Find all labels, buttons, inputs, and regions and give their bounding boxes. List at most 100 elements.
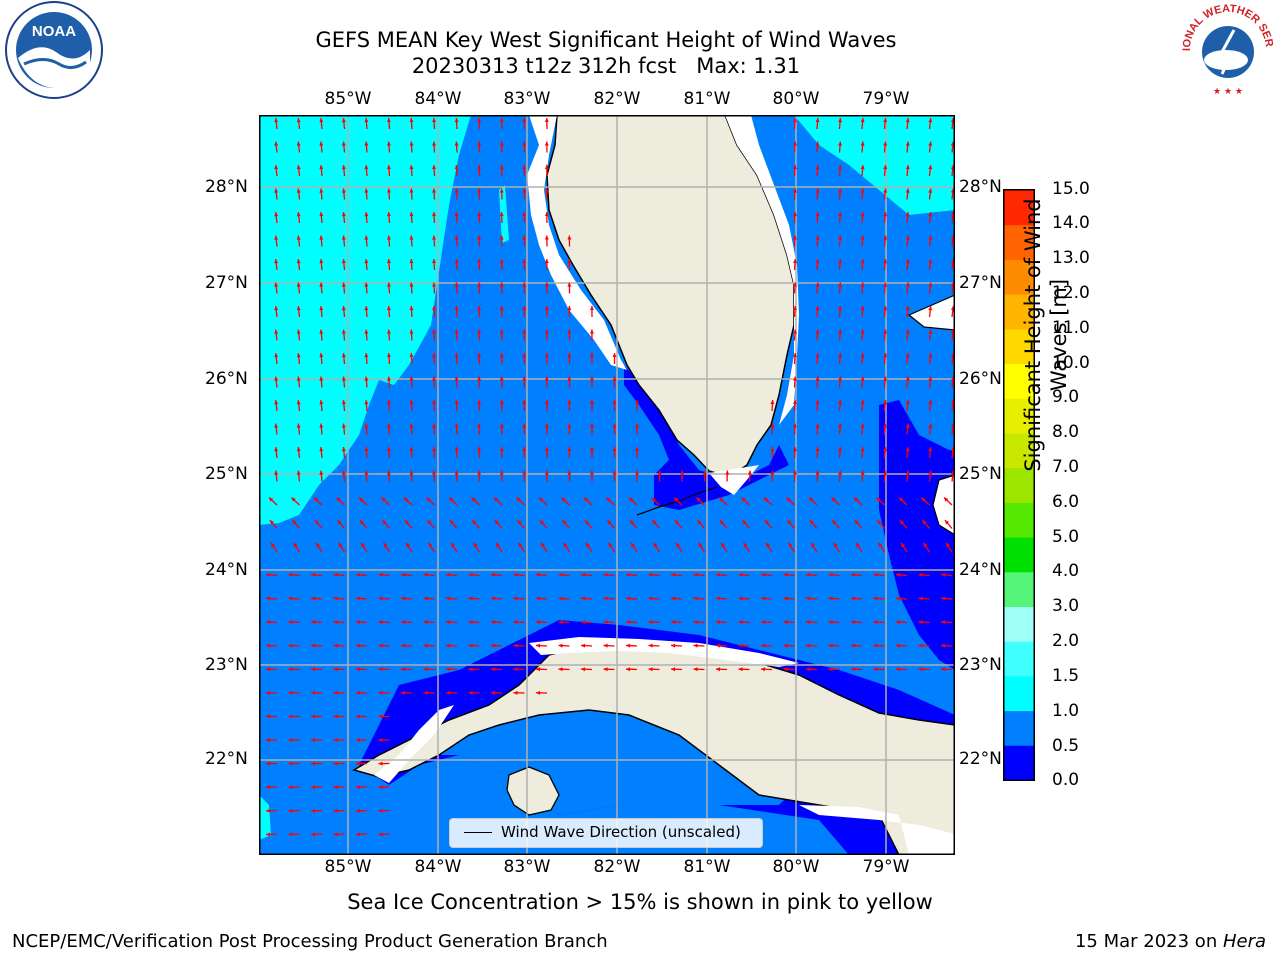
wind-wave-arrowhead [409, 447, 414, 452]
wind-wave-arrowhead [544, 282, 549, 287]
wind-wave-arrowhead [477, 400, 482, 405]
wind-wave-arrowhead [941, 620, 946, 625]
wind-wave-arrowhead [761, 572, 766, 577]
wind-wave-arrowhead [496, 542, 500, 548]
wind-wave-arrowhead [378, 714, 383, 719]
wind-wave-arrowhead [499, 423, 504, 428]
wind-wave-arrowhead [403, 497, 409, 502]
wind-wave-arrowhead [449, 520, 455, 525]
wind-wave-arrowhead [928, 165, 933, 170]
wind-wave-arrowhead [274, 165, 279, 170]
wind-wave-arrowhead [522, 165, 527, 170]
wind-wave-arrowhead [567, 470, 572, 475]
wind-wave-arrowhead [454, 235, 459, 240]
wind-wave-arrowhead [341, 118, 346, 123]
wind-wave-arrowhead [651, 497, 656, 502]
wind-wave-arrowhead [838, 470, 843, 475]
wind-wave-arrowhead [783, 620, 788, 625]
wind-wave-arrowhead [401, 690, 406, 695]
colorbar-tick: 15.0 [1052, 179, 1090, 199]
wind-wave-arrowhead [567, 259, 572, 264]
wind-wave-arrowhead [288, 785, 293, 790]
wind-wave-arrowhead [815, 470, 820, 475]
colorbar-segment [1004, 259, 1034, 295]
wind-wave-arrowhead [792, 259, 797, 264]
wind-wave-arrowhead [626, 643, 631, 648]
wind-wave-arrowhead [446, 620, 451, 625]
wind-wave-arrowhead [918, 596, 923, 601]
wind-wave-arrowhead [432, 353, 437, 358]
wind-wave-arrowhead [522, 259, 527, 264]
wind-wave-arrowhead [472, 520, 477, 525]
wind-wave-arrowhead [833, 542, 838, 548]
colorbar-tick: 1.0 [1052, 701, 1080, 721]
lat-label-left: 22°N [205, 749, 248, 769]
wind-wave-arrowhead [860, 423, 865, 428]
wind-wave-arrowhead [266, 667, 271, 672]
chart-title: GEFS MEAN Key West Significant Height of… [315, 28, 897, 52]
wind-wave-arrowhead [815, 376, 820, 381]
wind-wave-arrowhead [838, 282, 843, 287]
wind-wave-arrowhead [586, 542, 590, 548]
wind-wave-arrowhead [738, 620, 743, 625]
wind-wave-arrowhead [761, 596, 766, 601]
lat-label-left: 26°N [205, 369, 248, 389]
wind-wave-arrowhead [364, 329, 369, 334]
wind-wave-arrowhead [581, 596, 586, 601]
wind-wave-arrowhead [815, 235, 820, 240]
wind-wave-arrowhead [544, 400, 549, 405]
wind-wave-arrowhead [409, 470, 414, 475]
wind-wave-arrowhead [883, 329, 888, 334]
wind-wave-arrowhead [333, 832, 338, 837]
wind-wave-arrowhead [364, 259, 369, 264]
wind-wave-arrowhead [274, 306, 279, 311]
wind-wave-arrowhead [296, 470, 301, 475]
wind-wave-arrowhead [477, 141, 482, 146]
wind-wave-arrowhead [657, 470, 662, 475]
wind-wave-arrowhead [311, 620, 316, 625]
wind-wave-arrowhead [311, 761, 316, 766]
wind-wave-arrowhead [792, 188, 797, 193]
wind-wave-arrowhead [341, 470, 346, 475]
wind-wave-arrowhead [787, 520, 792, 525]
wind-wave-arrowhead [828, 667, 833, 672]
wind-wave-arrowhead [386, 259, 391, 264]
wind-wave-arrowhead [266, 643, 271, 648]
wind-wave-arrowhead [716, 643, 721, 648]
wind-wave-arrowhead [311, 643, 316, 648]
wind-wave-arrowhead [719, 520, 725, 525]
wind-wave-arrowhead [491, 667, 496, 672]
wind-wave-arrowhead [468, 596, 473, 601]
wind-wave-arrowhead [513, 690, 518, 695]
wind-wave-arrowhead [274, 423, 279, 428]
wind-wave-arrowhead [409, 306, 414, 311]
wind-wave-arrowhead [386, 376, 391, 381]
colorbar-segment [1004, 398, 1034, 434]
wind-wave-arrowhead [815, 212, 820, 217]
wind-wave-arrowhead [860, 118, 865, 123]
wind-wave-arrowhead [941, 572, 946, 577]
wind-wave-arrowhead [364, 423, 369, 428]
wind-wave-arrowhead [635, 447, 640, 452]
wave-band-1.0-1.5-sw [259, 795, 271, 840]
lon-label-bottom: 85°W [324, 857, 372, 877]
wind-wave-arrowhead [378, 690, 383, 695]
no-data-cuba-north [529, 637, 799, 667]
wind-wave-arrowhead [584, 520, 590, 525]
colorbar-segment [1004, 606, 1034, 642]
wind-wave-arrowhead [333, 761, 338, 766]
wind-wave-arrowhead [432, 423, 437, 428]
wind-wave-arrowhead [928, 306, 933, 311]
colorbar-tick: 8.0 [1052, 422, 1080, 442]
wind-wave-arrowhead [603, 643, 608, 648]
wind-wave-arrowhead [296, 259, 301, 264]
wind-wave-arrowhead [738, 572, 743, 577]
wind-wave-arrowhead [522, 423, 527, 428]
wind-wave-arrowhead [454, 400, 459, 405]
wind-wave-arrowhead [356, 572, 361, 577]
wind-wave-arrowhead [851, 620, 856, 625]
legend-line-swatch [464, 832, 492, 833]
wind-wave-arrowhead [451, 542, 455, 548]
wind-wave-arrowhead [364, 400, 369, 405]
wind-wave-arrowhead [838, 353, 843, 358]
